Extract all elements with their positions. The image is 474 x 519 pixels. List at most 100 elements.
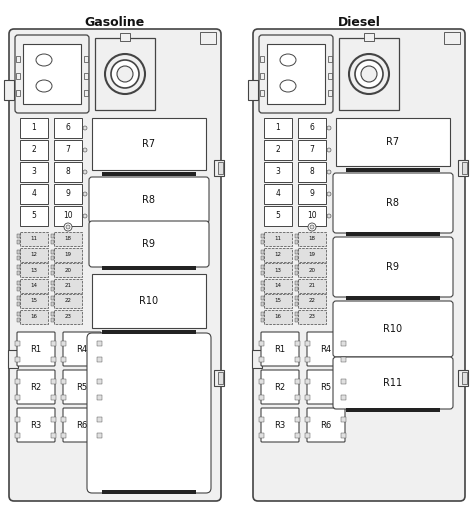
Bar [295, 357, 301, 362]
Circle shape [83, 126, 87, 130]
Bar [341, 395, 346, 400]
Bar [306, 433, 310, 438]
Bar [17, 255, 20, 260]
Circle shape [327, 170, 331, 174]
Text: 11: 11 [274, 237, 282, 241]
Bar [462, 162, 467, 174]
Bar [52, 395, 56, 400]
Bar [102, 490, 196, 494]
Bar [16, 433, 20, 438]
FancyBboxPatch shape [333, 173, 453, 233]
Text: 16: 16 [274, 314, 282, 319]
Bar [17, 311, 20, 316]
Bar [51, 255, 54, 260]
Bar [261, 280, 264, 284]
Circle shape [355, 60, 383, 88]
Bar [17, 296, 20, 300]
Text: 7: 7 [310, 145, 314, 155]
Text: 3: 3 [275, 168, 281, 176]
Bar [17, 240, 20, 244]
Bar [341, 433, 346, 438]
Bar [51, 234, 54, 238]
Bar [267, 44, 325, 104]
Bar [264, 118, 292, 138]
Circle shape [83, 148, 87, 152]
Bar [51, 271, 54, 275]
Bar [444, 32, 460, 44]
Bar [84, 90, 88, 96]
Bar [341, 417, 346, 422]
Bar [298, 263, 326, 277]
Bar [8, 350, 18, 368]
Bar [306, 417, 310, 422]
FancyBboxPatch shape [261, 408, 299, 442]
FancyBboxPatch shape [9, 29, 221, 501]
Text: 23: 23 [64, 314, 72, 319]
FancyBboxPatch shape [307, 332, 345, 366]
Text: R7: R7 [386, 137, 400, 147]
Bar [298, 309, 326, 323]
Bar [102, 330, 196, 334]
Bar [261, 255, 264, 260]
Circle shape [117, 66, 133, 82]
Bar [298, 118, 326, 138]
Bar [51, 296, 54, 300]
Bar [102, 266, 196, 270]
Bar [98, 341, 102, 346]
FancyBboxPatch shape [333, 237, 453, 297]
Bar [295, 265, 298, 269]
Bar [52, 433, 56, 438]
Bar [17, 280, 20, 284]
Bar [261, 286, 264, 291]
Text: R2: R2 [30, 383, 42, 391]
Bar [328, 73, 332, 79]
Bar [54, 248, 82, 262]
Circle shape [327, 148, 331, 152]
Text: R8: R8 [386, 198, 400, 208]
FancyBboxPatch shape [63, 408, 101, 442]
Text: 2: 2 [32, 145, 36, 155]
Text: 5: 5 [32, 212, 36, 221]
Bar [16, 379, 20, 384]
Text: 21: 21 [309, 283, 316, 288]
Text: 22: 22 [309, 298, 316, 304]
Bar [261, 265, 264, 269]
Bar [54, 294, 82, 308]
Text: Diesel: Diesel [337, 16, 381, 29]
Bar [295, 395, 301, 400]
Bar [264, 279, 292, 293]
Circle shape [327, 192, 331, 196]
Bar [20, 232, 48, 246]
Bar [54, 309, 82, 323]
Text: R3: R3 [274, 420, 286, 430]
FancyBboxPatch shape [17, 332, 55, 366]
Bar [52, 341, 56, 346]
Bar [261, 250, 264, 253]
Text: 6: 6 [310, 124, 314, 132]
Bar [261, 302, 264, 306]
Bar [341, 357, 346, 362]
Bar [20, 294, 48, 308]
Circle shape [64, 223, 72, 231]
Bar [20, 140, 48, 160]
Bar [20, 206, 48, 226]
Bar [295, 311, 298, 316]
Bar [261, 271, 264, 275]
Ellipse shape [280, 54, 296, 66]
Bar [62, 357, 66, 362]
Text: R3: R3 [30, 420, 42, 430]
Bar [84, 73, 88, 79]
Text: 8: 8 [65, 168, 70, 176]
Bar [462, 372, 467, 384]
Bar [261, 311, 264, 316]
Bar [298, 232, 326, 246]
Bar [98, 417, 102, 422]
Bar [20, 184, 48, 204]
Text: 10: 10 [63, 212, 73, 221]
Text: R5: R5 [320, 383, 331, 391]
Text: 6: 6 [65, 124, 71, 132]
Bar [214, 160, 224, 176]
Bar [98, 357, 102, 362]
Text: 9: 9 [65, 189, 71, 198]
Bar [295, 379, 301, 384]
